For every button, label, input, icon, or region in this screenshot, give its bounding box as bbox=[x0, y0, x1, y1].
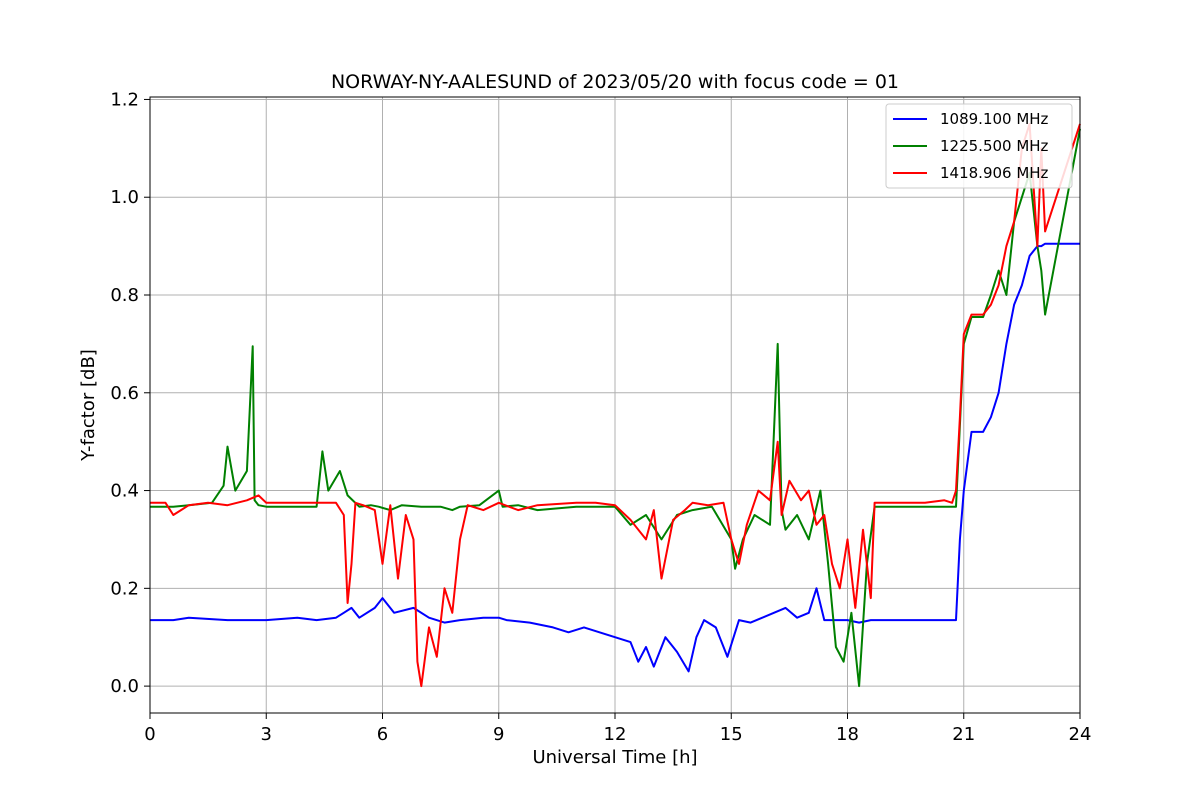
chart-title: NORWAY-NY-AALESUND of 2023/05/20 with fo… bbox=[331, 71, 899, 93]
x-tick-label-8: 24 bbox=[1069, 724, 1092, 745]
legend-box bbox=[885, 103, 1073, 189]
series-line-0 bbox=[150, 242, 1080, 673]
x-tick-label-4: 12 bbox=[604, 724, 627, 745]
y-tick-label-2: 0.4 bbox=[110, 481, 139, 502]
y-tick-label-5: 1.0 bbox=[110, 187, 139, 208]
x-tick-label-5: 15 bbox=[720, 724, 743, 745]
series-line-2 bbox=[150, 122, 1081, 688]
x-axis-label: Universal Time [h] bbox=[532, 747, 697, 768]
y-tick-label-1: 0.2 bbox=[110, 578, 139, 599]
legend: 1089.100 MHz 1225.500 MHz 1418.906 MHz bbox=[885, 103, 1073, 189]
x-tick-label-7: 21 bbox=[952, 724, 975, 745]
y-axis-label: Y-factor [dB] bbox=[78, 349, 99, 462]
x-tick-label-2: 6 bbox=[377, 724, 388, 745]
legend-label-1: 1225.500 MHz bbox=[940, 137, 1049, 155]
y-axis: 0.0 0.2 0.4 0.6 0.8 1.0 1.2 bbox=[110, 89, 150, 697]
x-tick-label-1: 3 bbox=[261, 724, 272, 745]
legend-label-0: 1089.100 MHz bbox=[940, 110, 1049, 128]
legend-label-2: 1418.906 MHz bbox=[940, 164, 1049, 182]
x-tick-label-3: 9 bbox=[493, 724, 504, 745]
x-tick-label-6: 18 bbox=[836, 724, 859, 745]
y-tick-label-6: 1.2 bbox=[110, 89, 139, 110]
y-tick-label-3: 0.6 bbox=[110, 383, 139, 404]
y-tick-label-0: 0.0 bbox=[110, 676, 139, 697]
series-layer bbox=[150, 122, 1081, 688]
x-axis: 0 3 6 9 12 15 18 21 24 bbox=[144, 713, 1091, 745]
x-tick-label-0: 0 bbox=[144, 724, 155, 745]
y-tick-label-4: 0.8 bbox=[110, 285, 139, 306]
